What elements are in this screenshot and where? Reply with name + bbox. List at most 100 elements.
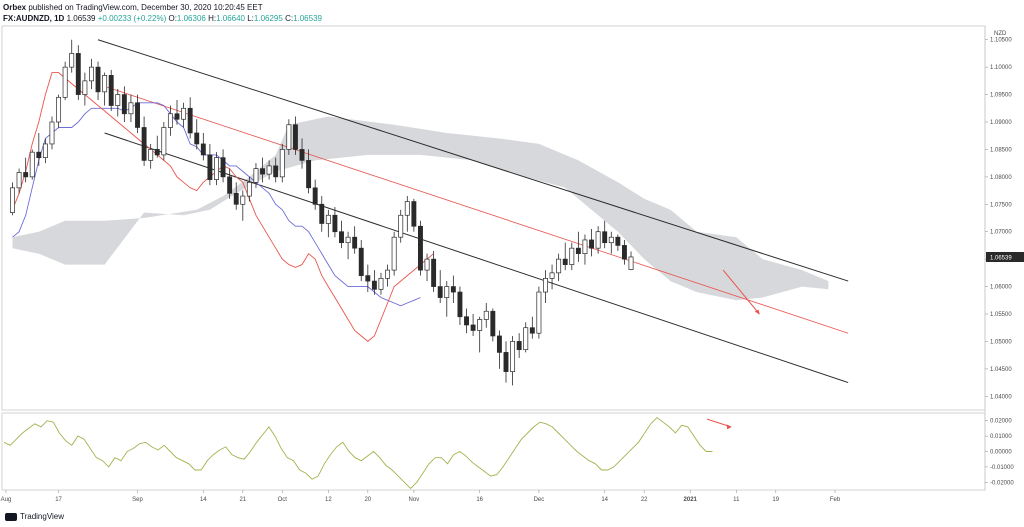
open-value: 1.06306 [176, 14, 206, 23]
candle-body [378, 277, 384, 290]
price-pane-frame [1, 25, 986, 411]
channel-midline [104, 85, 849, 334]
candle-body [615, 236, 621, 246]
symbol-line: FX:AUDNZD, 1D 1.06539 +0.00233 (+0.22%) … [3, 14, 322, 24]
candle-body [56, 96, 62, 123]
candle-body [207, 154, 213, 180]
x-tick-label: 22 [641, 497, 648, 503]
candle-body [16, 172, 22, 189]
candle-body [536, 291, 542, 334]
candle-body [457, 291, 463, 318]
x-tick-label: 17 [55, 497, 62, 503]
y-tick-label: 1.05500 [990, 312, 1012, 318]
osc-tick-label: 0.02000 [990, 419, 1012, 425]
x-tick-label: Oct [278, 497, 288, 503]
candle-body [115, 94, 121, 106]
candle-body [108, 75, 114, 106]
ichimoku-cloud [12, 116, 829, 301]
candle-body [437, 286, 443, 298]
candle-body [339, 231, 344, 244]
candle-body [299, 149, 305, 161]
y-tick-label: 1.10500 [990, 38, 1012, 44]
candle-body [496, 335, 502, 353]
x-tick-label: 2021 [684, 497, 698, 503]
candle-body [69, 53, 75, 68]
x-tick-label: Feb [830, 497, 841, 503]
candle-body [36, 151, 42, 159]
candle-body [332, 214, 338, 233]
candle-body [306, 160, 312, 189]
candle-body [200, 143, 206, 156]
osc-arrow-head [726, 424, 732, 430]
x-tick-label: Aug [1, 497, 12, 503]
y-tick-label: 1.10000 [990, 65, 1012, 71]
candle-body [589, 239, 594, 249]
last-price: 1.06539 [66, 14, 96, 23]
candle-body [325, 214, 331, 224]
candle-body [543, 277, 548, 293]
candle-body [345, 236, 351, 244]
y-tick-label: 1.09000 [990, 120, 1012, 126]
candle-body [154, 149, 160, 156]
x-tick-label: 20 [364, 497, 371, 503]
y-tick-label: 1.07500 [990, 202, 1012, 208]
x-tick-label: Dec [534, 497, 545, 503]
candle-body [141, 127, 147, 161]
candle-body [95, 66, 101, 93]
last-price-label: 1.06539 [990, 255, 1012, 261]
candle-body [477, 319, 483, 331]
candle-body [42, 143, 48, 159]
x-tick-label: 21 [239, 497, 246, 503]
candle-body [516, 341, 522, 351]
price-change: +0.00233 (+0.22%) [97, 14, 167, 23]
candle-body [214, 157, 219, 180]
candle-body [135, 102, 140, 128]
candle-body [602, 231, 608, 244]
low-value: 1.06295 [253, 14, 283, 23]
candle-body [556, 258, 562, 274]
x-tick-label: 14 [200, 497, 207, 503]
candle-body [371, 280, 377, 290]
candle-body [240, 195, 246, 205]
oscillator-line [3, 417, 713, 490]
candle-body [75, 53, 81, 95]
candle-body [398, 214, 404, 238]
candle-body [23, 172, 29, 178]
candle-body [266, 165, 272, 175]
candle-body [352, 236, 358, 249]
tradingview-logo[interactable]: TradingView [5, 512, 64, 521]
open-label: O: [168, 14, 177, 23]
y-tick-label: 1.05000 [990, 339, 1012, 345]
candle-body [286, 124, 292, 150]
candle-body [253, 168, 259, 183]
currency-label: NZD [994, 31, 1007, 37]
candle-body [418, 225, 423, 271]
candle-body [358, 247, 364, 276]
close-value: 1.06539 [293, 14, 322, 23]
osc-tick-label: 0.00000 [990, 450, 1012, 456]
symbol-name: FX:AUDNZD, 1D [3, 14, 65, 23]
candle-body [628, 256, 634, 270]
candle-body [549, 272, 555, 279]
channel-lower-line [104, 132, 849, 384]
candle-body [608, 236, 614, 244]
high-label: H: [208, 14, 217, 23]
candle-body [483, 310, 489, 320]
candle-body [569, 247, 575, 265]
candle-body [424, 258, 430, 271]
candle-body [273, 165, 279, 178]
candle-body [102, 75, 108, 93]
candle-body [246, 181, 252, 197]
y-tick-label: 1.07000 [990, 230, 1012, 236]
candle-body [444, 286, 450, 298]
y-tick-label: 1.08000 [990, 175, 1012, 181]
candle-body [167, 113, 173, 128]
y-tick-label: 1.09500 [990, 93, 1012, 99]
x-tick-label: Nov [409, 497, 420, 503]
candle-body [411, 201, 417, 227]
y-tick-label: 1.04500 [990, 367, 1012, 373]
candle-body [365, 275, 371, 282]
brand-name: TradingView [20, 512, 65, 521]
indicator-lines [12, 39, 849, 384]
